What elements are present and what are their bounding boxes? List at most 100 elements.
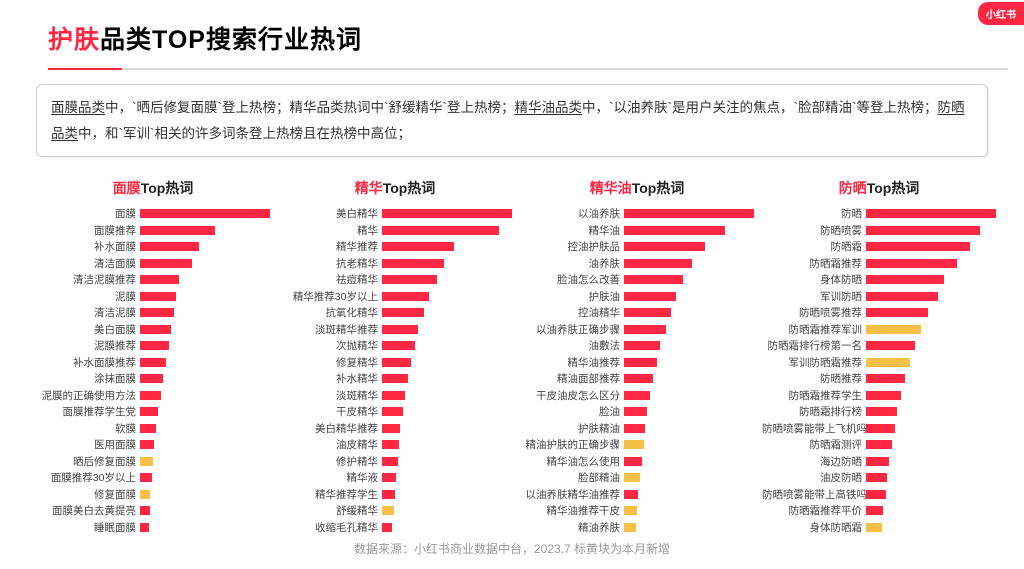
bar-track [624, 358, 754, 367]
bar-track [866, 275, 996, 284]
bar-row: 舒缓精华 [278, 503, 512, 519]
bar-label: 军训防晒霜推荐 [762, 355, 866, 370]
bar-track [624, 440, 754, 449]
bar-fill [624, 341, 660, 350]
bar-row: 护肤油 [520, 289, 754, 305]
bar-label: 精油养肤 [520, 520, 624, 535]
bar-row: 精华油推荐 [520, 355, 754, 371]
desc-text: 中，`以油养肤`是用户关注的焦点，`脸部精油`等登上热榜； [582, 100, 937, 115]
bar-fill [866, 391, 901, 400]
bar-label: 精华 [278, 223, 382, 238]
bar-fill [140, 391, 161, 400]
bar-row: 睡眠面膜 [36, 520, 270, 536]
bar-track [866, 242, 996, 251]
bar-label: 油敷法 [520, 338, 624, 353]
bar-row: 医用面膜 [36, 437, 270, 453]
bar-fill [382, 259, 444, 268]
chart-title-red: 精华 [355, 180, 383, 196]
bar-track [866, 259, 996, 268]
bar-fill [866, 341, 915, 350]
bar-track [624, 325, 754, 334]
bar-row: 精油护肤的正确步骤 [520, 437, 754, 453]
bar-track [140, 259, 270, 268]
bar-row: 晒后修复面膜 [36, 454, 270, 470]
bar-fill [624, 391, 650, 400]
bar-row: 防晒霜 [762, 239, 996, 255]
bar-row: 以油养肤精华油推荐 [520, 487, 754, 503]
bar-fill [866, 242, 970, 251]
bar-fill [624, 292, 676, 301]
bar-label: 修复精华 [278, 355, 382, 370]
bar-label: 精华油怎么使用 [520, 454, 624, 469]
bar-fill [382, 374, 408, 383]
bar-track [382, 523, 512, 532]
desc-text: 中，和`军训`相关的许多词条登上热榜且在热榜中高位； [78, 126, 411, 141]
chart-column: 防晒Top热词防晒防晒喷雾防晒霜防晒霜推荐身体防晒军训防晒防晒喷雾推荐防晒霜推荐… [762, 178, 996, 518]
bar-track [624, 374, 754, 383]
bar-fill [866, 358, 910, 367]
bar-label: 美白精华 [278, 206, 382, 221]
charts-container: 面膜Top热词面膜面膜推荐补水面膜清洁面膜清洁泥膜推荐泥膜清洁泥膜美白面膜泥膜推… [36, 178, 996, 518]
bar-fill [624, 457, 642, 466]
bar-label: 海边防晒 [762, 454, 866, 469]
bar-fill [382, 358, 411, 367]
bar-label: 面膜推荐 [36, 223, 140, 238]
bar-track [624, 292, 754, 301]
description-box: 面膜品类中，`晒后修复面膜`登上热榜；精华品类热词中`舒缓精华`登上热榜；精华油… [36, 84, 988, 157]
bar-row: 精华液 [278, 470, 512, 486]
bar-track [140, 506, 270, 515]
bar-fill [866, 440, 892, 449]
bar-label: 面膜推荐30岁以上 [36, 470, 140, 485]
bar-row: 美白精华推荐 [278, 421, 512, 437]
bar-track [382, 209, 512, 218]
bar-label: 身体防晒霜 [762, 520, 866, 535]
chart-title-black: Top热词 [632, 180, 685, 196]
bar-track [624, 341, 754, 350]
bar-track [624, 457, 754, 466]
bar-fill [624, 209, 754, 218]
bar-track [140, 490, 270, 499]
bar-row: 身体防晒 [762, 272, 996, 288]
bar-label: 收缩毛孔精华 [278, 520, 382, 535]
bar-label: 油皮防晒 [762, 470, 866, 485]
bar-label: 精华油推荐干皮 [520, 503, 624, 518]
chart-column: 面膜Top热词面膜面膜推荐补水面膜清洁面膜清洁泥膜推荐泥膜清洁泥膜美白面膜泥膜推… [36, 178, 270, 518]
bar-label: 淡斑精华推荐 [278, 322, 382, 337]
bar-label: 清洁泥膜推荐 [36, 272, 140, 287]
bar-fill [624, 358, 657, 367]
bar-row: 收缩毛孔精华 [278, 520, 512, 536]
bar-track [624, 407, 754, 416]
bar-track [382, 308, 512, 317]
bar-track [624, 226, 754, 235]
bar-track [624, 259, 754, 268]
bar-row: 次抛精华 [278, 338, 512, 354]
bar-label: 补水精华 [278, 371, 382, 386]
bar-row: 控油精华 [520, 305, 754, 321]
bar-track [382, 473, 512, 482]
bar-fill [140, 374, 163, 383]
bar-label: 次抛精华 [278, 338, 382, 353]
bar-fill [140, 523, 149, 532]
title-block: 护肤品类TOP搜索行业热词 [0, 0, 1024, 70]
bar-track [866, 407, 996, 416]
bar-label: 清洁泥膜 [36, 305, 140, 320]
bar-track [382, 490, 512, 499]
bar-track [866, 457, 996, 466]
bar-row: 美白面膜 [36, 322, 270, 338]
bar-fill [140, 424, 156, 433]
bar-track [140, 440, 270, 449]
bar-row: 泥膜 [36, 289, 270, 305]
bar-row: 精华油 [520, 223, 754, 239]
bar-track [624, 506, 754, 515]
bar-label: 防晒霜推荐平价 [762, 503, 866, 518]
bar-row: 精华推荐学生 [278, 487, 512, 503]
bar-row: 防晒喷雾能带上飞机吗 [762, 421, 996, 437]
title-underline [48, 68, 1008, 70]
bar-label: 面膜推荐学生党 [36, 404, 140, 419]
bar-fill [140, 473, 152, 482]
bar-fill [624, 374, 653, 383]
bar-fill [140, 259, 192, 268]
bar-track [624, 275, 754, 284]
bar-fill [382, 341, 415, 350]
bar-fill [382, 506, 394, 515]
